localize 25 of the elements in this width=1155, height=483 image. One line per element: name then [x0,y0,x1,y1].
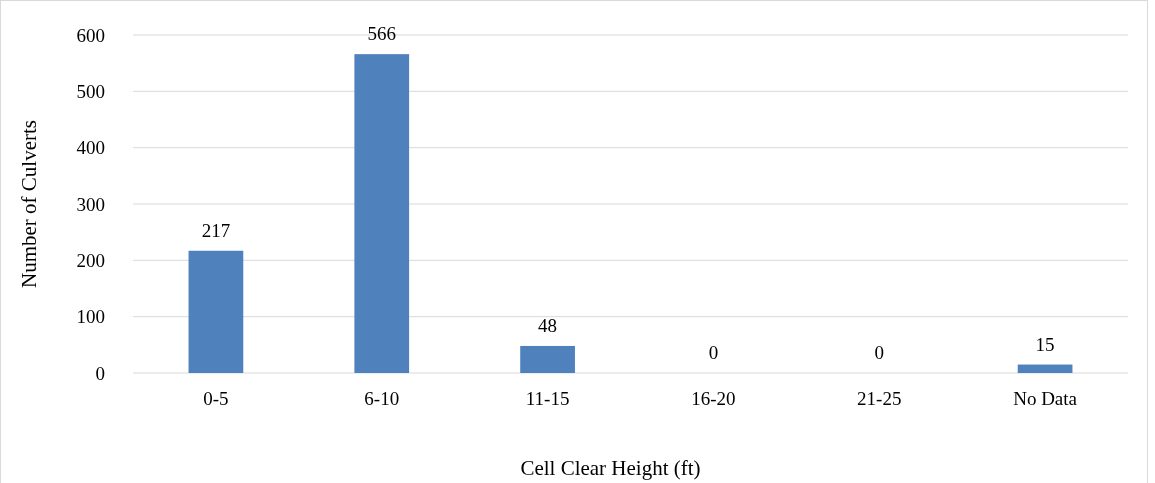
bar [1017,364,1073,373]
data-label: 48 [538,314,558,336]
data-label: 0 [708,342,719,363]
y-tick-label: 600 [76,24,105,46]
x-axis-title: Cell Clear Height (ft) [520,456,701,480]
y-tick-label: 500 [76,80,105,102]
bar [354,54,410,373]
y-tick-label: 0 [95,362,105,384]
data-label: 0 [874,342,884,363]
x-tick-label: 11-15 [525,388,570,409]
data-label: 217 [201,219,231,241]
x-tick-label: 0-5 [203,388,229,409]
bar [520,345,575,373]
y-tick-label: 300 [76,193,105,215]
y-axis-title: Number of Culverts [17,120,41,288]
bar [188,250,244,373]
y-tick-label: 400 [76,137,105,159]
x-tick-label: 6-10 [364,388,400,409]
data-label: 566 [367,23,396,45]
x-tick-label: 21-25 [857,388,902,409]
x-tick-label: 16-20 [691,388,736,409]
data-label: 15 [1035,333,1055,355]
y-tick-label: 200 [76,249,105,271]
x-tick-label: No Data [1013,388,1078,409]
y-tick-label: 100 [76,306,105,328]
